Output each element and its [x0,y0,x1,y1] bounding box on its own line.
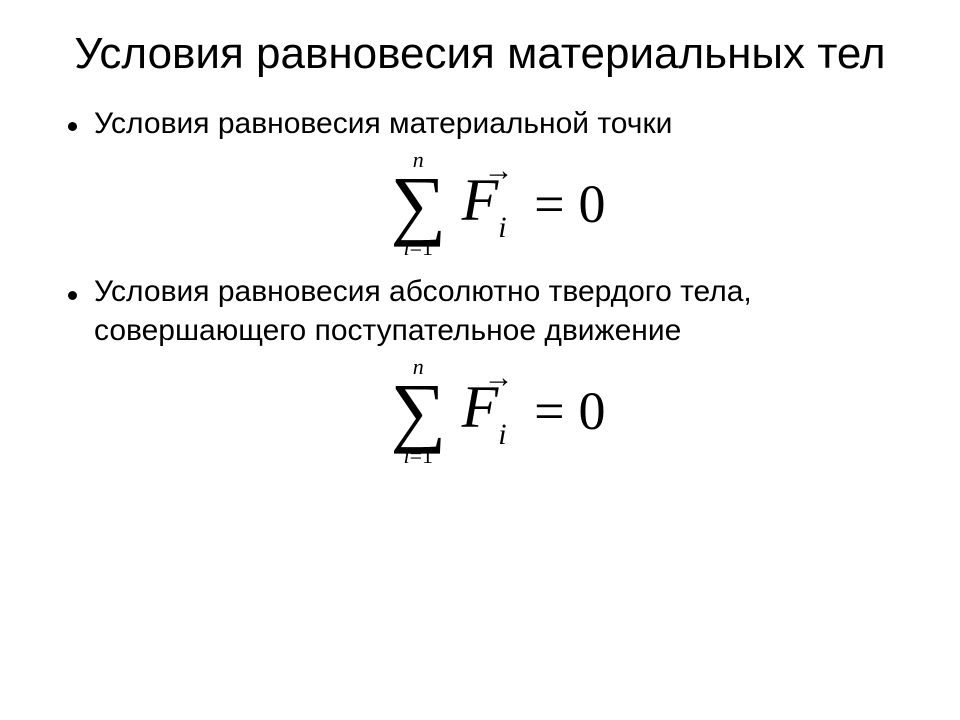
vector-f: → Fi [462,377,507,446]
slide: Условия равновесия материальных тел Усло… [0,0,960,720]
bullet-list: Условия равновесия материальной точки n … [60,105,900,467]
equals-zero: =0 [534,177,605,231]
vector-f: → Fi [462,170,507,239]
lower-eq: = [410,235,422,260]
lower-val: 1 [422,235,433,260]
bullet-text-1: Условия равновесия материальной точки [94,107,672,140]
equals-sign: = [534,174,564,234]
page-title: Условия равновесия материальных тел [60,28,900,81]
equals-sign: = [534,381,564,441]
formula-1: n ∑ i=1 → Fi =0 [94,149,900,259]
lower-eq: = [410,443,422,468]
sigma-block: n ∑ i=1 [388,356,448,466]
sigma-symbol: ∑ [388,378,448,444]
list-item: Условия равновесия абсолютно твердого те… [60,273,900,466]
vector-arrow-icon: → [484,363,514,393]
formula-2: n ∑ i=1 → Fi =0 [94,356,900,466]
list-item: Условия равновесия материальной точки n … [60,105,900,260]
zero-value: 0 [579,174,606,234]
var-sub: i [498,211,506,244]
sigma-block: n ∑ i=1 [388,149,448,259]
lower-val: 1 [422,443,433,468]
vector-arrow-icon: → [484,156,514,186]
equals-zero: =0 [534,384,605,438]
var-sub: i [498,418,506,451]
sigma-symbol: ∑ [388,171,448,237]
zero-value: 0 [579,381,606,441]
bullet-text-2: Условия равновесия абсолютно твердого те… [94,275,752,346]
